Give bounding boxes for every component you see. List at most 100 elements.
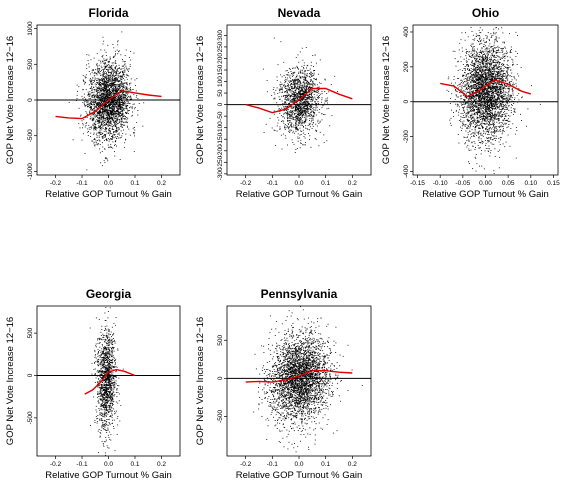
data-point <box>317 87 319 88</box>
data-point <box>103 85 105 87</box>
data-point <box>101 115 103 117</box>
data-point <box>305 121 307 123</box>
data-point <box>280 84 282 85</box>
data-point <box>113 75 115 77</box>
data-point <box>110 89 112 91</box>
data-point <box>132 111 133 113</box>
data-point <box>111 110 113 111</box>
data-point <box>122 72 124 74</box>
data-point <box>301 113 303 114</box>
data-point <box>320 83 322 84</box>
data-point <box>300 82 302 83</box>
data-point <box>103 78 104 79</box>
data-point <box>104 108 106 110</box>
data-point <box>90 81 91 82</box>
data-point <box>501 75 503 77</box>
data-point <box>103 86 105 88</box>
data-point <box>126 106 128 107</box>
data-point <box>124 121 126 123</box>
data-point <box>113 88 115 90</box>
data-point <box>117 114 119 116</box>
data-point <box>122 96 124 98</box>
data-point <box>314 78 316 80</box>
data-point <box>117 71 119 73</box>
data-point <box>122 88 124 90</box>
data-point <box>311 115 313 116</box>
data-point <box>470 53 472 55</box>
data-point <box>118 137 120 139</box>
data-point <box>101 117 103 118</box>
data-point <box>299 110 301 112</box>
data-point <box>94 101 95 103</box>
data-point <box>300 114 302 116</box>
y-tick-label: -1000 <box>27 163 34 180</box>
data-point <box>119 125 121 127</box>
data-point <box>96 121 98 122</box>
data-point <box>104 97 106 99</box>
data-point <box>291 88 292 89</box>
data-point <box>107 160 109 162</box>
data-point <box>296 97 298 99</box>
data-point <box>102 94 104 96</box>
data-point <box>289 81 291 82</box>
data-point <box>284 101 286 103</box>
data-point <box>98 136 100 138</box>
data-point <box>124 67 126 69</box>
data-point <box>283 107 285 109</box>
data-point <box>117 107 119 109</box>
data-point <box>297 107 299 108</box>
data-point <box>280 81 282 83</box>
data-point <box>135 90 137 92</box>
data-point <box>125 77 127 78</box>
data-point <box>117 96 119 98</box>
data-point <box>117 79 119 81</box>
data-point <box>121 81 123 82</box>
data-point <box>301 94 303 96</box>
data-point <box>127 117 129 119</box>
data-point <box>131 115 133 117</box>
data-point <box>93 139 95 140</box>
data-point <box>121 79 123 81</box>
data-point <box>107 95 109 97</box>
data-point <box>117 96 119 97</box>
data-point <box>107 84 109 85</box>
data-point <box>110 67 112 69</box>
data-point <box>495 89 497 90</box>
data-point <box>115 104 117 106</box>
data-point <box>279 111 281 112</box>
data-point <box>103 130 105 132</box>
data-point <box>299 118 300 120</box>
data-point <box>93 123 95 125</box>
data-point <box>96 82 98 84</box>
data-point <box>295 95 297 97</box>
data-point <box>496 81 498 83</box>
data-point <box>120 68 122 70</box>
data-point <box>127 101 129 103</box>
data-point <box>113 98 115 99</box>
data-point <box>319 120 321 122</box>
data-point <box>503 67 505 69</box>
data-point <box>494 85 496 87</box>
data-point <box>462 83 464 85</box>
data-point <box>103 79 105 80</box>
data-point <box>105 96 107 98</box>
data-point <box>118 104 120 106</box>
data-point <box>313 89 315 91</box>
data-point <box>470 82 472 83</box>
data-point <box>107 69 109 71</box>
data-point <box>92 80 94 81</box>
data-point <box>114 126 116 127</box>
data-point <box>106 106 108 108</box>
data-point <box>113 101 115 103</box>
data-point <box>305 90 307 92</box>
data-point <box>285 106 287 108</box>
data-point <box>287 96 288 97</box>
x-axis-label: Relative GOP Turnout % Gain <box>236 189 363 200</box>
data-point <box>511 94 512 96</box>
data-point <box>122 77 124 79</box>
data-point <box>497 151 499 152</box>
data-point <box>291 126 293 128</box>
data-point <box>503 106 505 108</box>
data-point <box>297 111 299 113</box>
